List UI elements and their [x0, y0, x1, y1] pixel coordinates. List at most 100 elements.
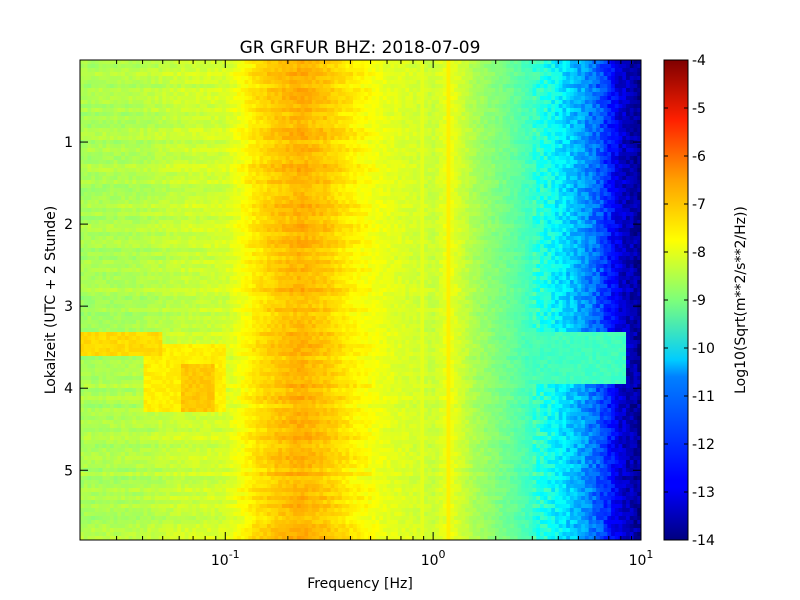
heatmap-cell [360, 88, 365, 93]
heatmap-cell [139, 72, 145, 77]
heatmap-cell [364, 84, 369, 89]
heatmap-cell [394, 124, 399, 129]
heatmap-cell [599, 116, 605, 121]
heatmap-cell [91, 92, 96, 97]
heatmap-cell [409, 120, 414, 125]
heatmap-cell [577, 88, 582, 93]
heatmap-cell [349, 132, 354, 137]
heatmap-cell [300, 160, 305, 165]
heatmap-cell [252, 160, 257, 165]
heatmap-cell [517, 96, 522, 101]
heatmap-cell [554, 124, 560, 129]
heatmap-cell [431, 124, 436, 129]
heatmap-cell [345, 164, 350, 169]
heatmap-cell [536, 132, 541, 137]
heatmap-cell [390, 84, 395, 89]
heatmap-cell [614, 144, 620, 149]
heatmap-cell [420, 116, 425, 121]
heatmap-cell [349, 176, 354, 181]
heatmap-cell [442, 68, 448, 73]
heatmap-cell [551, 164, 556, 169]
heatmap-cell [476, 136, 481, 141]
heatmap-cell [532, 152, 537, 157]
heatmap-cell [491, 156, 496, 161]
heatmap-cell [154, 136, 160, 141]
heatmap-cell [248, 108, 253, 113]
heatmap-cell [240, 132, 246, 137]
heatmap-cell [401, 72, 406, 77]
heatmap-cell [315, 72, 320, 77]
heatmap-cell [255, 144, 261, 149]
heatmap-cell [498, 132, 504, 137]
heatmap-cell [551, 116, 556, 121]
heatmap-cell [465, 140, 470, 145]
heatmap-cell [158, 156, 163, 161]
heatmap-cell [195, 192, 201, 197]
heatmap-cell [409, 168, 414, 173]
heatmap-cell [281, 188, 287, 193]
heatmap-cell [543, 176, 549, 181]
heatmap-cell [229, 188, 234, 193]
heatmap-cell [439, 84, 444, 89]
heatmap-cell [558, 112, 564, 117]
heatmap-cell [483, 140, 489, 145]
heatmap-cell [252, 128, 257, 133]
heatmap-cell [162, 84, 167, 89]
heatmap-cell [173, 180, 178, 185]
heatmap-cell [596, 132, 601, 137]
heatmap-cell [102, 156, 107, 161]
heatmap-cell [424, 112, 429, 117]
heatmap-cell [401, 124, 406, 129]
heatmap-cell [626, 72, 631, 77]
heatmap-cell [173, 188, 178, 193]
heatmap-cell [83, 112, 89, 117]
heatmap-cell [551, 88, 556, 93]
heatmap-cell [480, 144, 485, 149]
heatmap-cell [158, 152, 163, 157]
heatmap-cell [341, 184, 347, 189]
heatmap-cell [476, 128, 481, 133]
heatmap-cell [562, 100, 567, 105]
heatmap-cell [480, 60, 485, 65]
heatmap-cell [91, 120, 96, 125]
heatmap-cell [143, 92, 148, 97]
heatmap-cell [360, 84, 365, 89]
heatmap-cell [457, 88, 463, 93]
heatmap-cell [543, 104, 549, 109]
heatmap-cell [506, 172, 511, 177]
heatmap-cell [87, 92, 92, 97]
heatmap-cell [480, 104, 485, 109]
heatmap-cell [386, 124, 392, 129]
heatmap-cell [341, 172, 347, 177]
heatmap-cell [173, 104, 178, 109]
heatmap-cell [349, 60, 354, 65]
heatmap-cell [147, 112, 152, 117]
heatmap-cell [584, 84, 590, 89]
heatmap-cell [581, 164, 586, 169]
heatmap-cell [139, 80, 145, 85]
heatmap-cell [614, 104, 620, 109]
heatmap-cell [386, 136, 392, 141]
heatmap-cell [240, 76, 246, 81]
heatmap-cell [382, 140, 388, 145]
heatmap-cell [405, 112, 410, 117]
heatmap-cell [622, 124, 627, 129]
heatmap-cell [263, 60, 268, 65]
heatmap-cell [237, 140, 242, 145]
heatmap-cell [345, 88, 350, 93]
heatmap-cell [207, 100, 212, 105]
heatmap-cell [513, 128, 519, 133]
heatmap-cell [439, 144, 444, 149]
heatmap-cell [371, 84, 377, 89]
heatmap-cell [420, 160, 425, 165]
heatmap-cell [91, 88, 96, 93]
heatmap-cell [98, 132, 104, 137]
heatmap-cell [581, 188, 586, 193]
heatmap-cell [199, 172, 205, 177]
heatmap-cell [353, 120, 358, 125]
heatmap-cell [371, 124, 377, 129]
heatmap-cell [136, 172, 141, 177]
heatmap-cell [177, 140, 182, 145]
heatmap-cell [465, 80, 470, 85]
heatmap-cell [622, 60, 627, 65]
